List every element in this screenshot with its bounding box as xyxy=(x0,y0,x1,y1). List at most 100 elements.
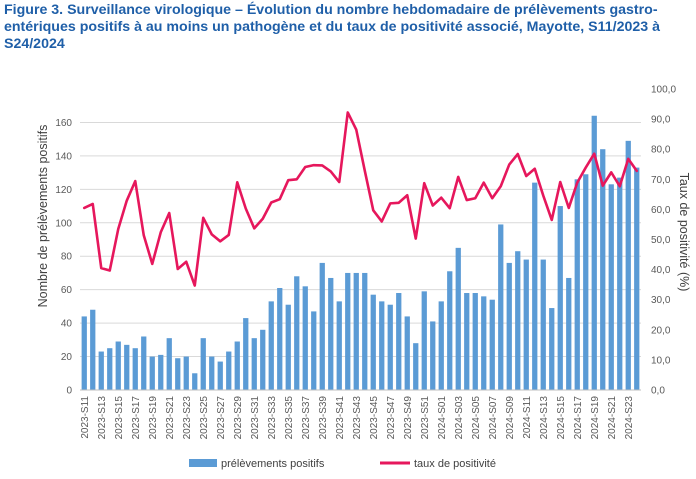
bar xyxy=(200,338,206,390)
bar xyxy=(608,184,614,390)
bar xyxy=(600,149,606,390)
x-tick-label: 2023-S25 xyxy=(199,396,210,440)
x-tick-label: 2023-S23 xyxy=(182,396,193,440)
bar xyxy=(532,182,538,390)
y-tick-label: 20 xyxy=(61,352,73,363)
positivity-line xyxy=(82,111,639,287)
bar xyxy=(540,259,546,390)
y2-tick-label: 80,0 xyxy=(651,145,671,156)
x-tick-label: 2023-S17 xyxy=(131,396,142,440)
x-tick-label: 2024-S11 xyxy=(522,396,533,439)
bar xyxy=(192,373,198,390)
bar xyxy=(124,344,130,390)
bar xyxy=(285,304,291,390)
y2-tick-label: 70,0 xyxy=(651,175,671,186)
bar xyxy=(370,294,376,390)
x-tick-label: 2024-S15 xyxy=(556,396,567,440)
bar xyxy=(583,174,589,390)
y2-axis-title: Taux de positivité (%) xyxy=(677,173,691,292)
bar xyxy=(353,272,359,390)
bar xyxy=(421,291,427,390)
x-tick-label: 2023-S33 xyxy=(267,396,278,440)
bar xyxy=(336,301,342,390)
y2-tick-label: 40,0 xyxy=(651,265,671,276)
bar xyxy=(175,358,181,390)
bar xyxy=(345,272,351,390)
legend-bar-label: prélèvements positifs xyxy=(221,458,325,470)
y-tick-label: 40 xyxy=(61,319,73,330)
x-tick-label: 2023-S43 xyxy=(352,396,363,440)
bar xyxy=(115,341,121,390)
bar xyxy=(634,167,640,390)
bar xyxy=(268,301,274,390)
x-tick-label: 2024-S09 xyxy=(505,396,516,440)
bar xyxy=(260,329,266,390)
line-series xyxy=(82,111,639,287)
bar xyxy=(158,354,164,390)
y2-tick-label: 90,0 xyxy=(651,115,671,126)
bar xyxy=(430,321,436,390)
bar xyxy=(379,301,385,390)
bar xyxy=(328,277,334,390)
bar xyxy=(574,179,580,390)
bar xyxy=(362,272,368,390)
bar xyxy=(481,296,487,390)
bar xyxy=(183,356,189,390)
bar xyxy=(447,271,453,390)
y-axis-ticks: 0 20 40 60 80 100 120 140 160 xyxy=(55,118,72,397)
bar xyxy=(226,351,232,390)
bar xyxy=(387,304,393,390)
chart-title: Figure 3. Surveillance virologique – Évo… xyxy=(4,2,660,52)
x-tick-label: 2023-S47 xyxy=(386,396,397,440)
x-tick-label: 2023-S29 xyxy=(233,396,244,440)
bar xyxy=(243,318,249,390)
x-tick-label: 2024-S01 xyxy=(437,396,448,440)
bar xyxy=(217,361,223,390)
bar xyxy=(234,341,240,390)
y-tick-label: 120 xyxy=(55,185,72,196)
x-tick-label: 2023-S45 xyxy=(369,396,380,440)
bar xyxy=(438,301,444,390)
bar xyxy=(294,276,300,390)
x-tick-label: 2024-S05 xyxy=(471,396,482,440)
bar xyxy=(566,277,572,390)
y2-axis-ticks: 0,0 10,0 20,0 30,0 40,0 50,0 60,0 70,0 80,0 90,0 1… xyxy=(651,85,676,397)
x-tick-label: 2023-S41 xyxy=(335,396,346,440)
bar xyxy=(311,311,317,390)
legend: prélèvements positifs taux de positivité xyxy=(189,458,496,470)
y-tick-label: 60 xyxy=(61,285,73,296)
x-tick-label: 2023-S21 xyxy=(165,396,176,440)
bar xyxy=(166,338,172,390)
bar xyxy=(523,259,529,390)
bar xyxy=(617,177,623,390)
x-tick-label: 2023-S49 xyxy=(403,396,414,440)
y2-tick-label: 10,0 xyxy=(651,355,671,366)
x-tick-label: 2024-S17 xyxy=(573,396,584,440)
y-tick-label: 0 xyxy=(66,386,72,397)
y-tick-label: 100 xyxy=(55,218,72,229)
y-axis-title: Nombre de prélèvements positifs xyxy=(36,125,50,308)
x-tick-label: 2023-S31 xyxy=(250,396,261,440)
x-tick-label: 2024-S19 xyxy=(590,396,601,440)
bar xyxy=(591,115,597,390)
y2-tick-label: 0,0 xyxy=(651,386,665,397)
bar xyxy=(277,287,283,390)
x-tick-label: 2023-S27 xyxy=(216,396,227,440)
bar xyxy=(319,262,325,390)
bar xyxy=(557,206,563,390)
bar-series xyxy=(81,115,640,390)
legend-line-label: taux de positivité xyxy=(414,458,496,470)
bar xyxy=(489,299,495,390)
bar xyxy=(498,224,504,390)
bar xyxy=(404,316,410,390)
bar xyxy=(81,316,87,390)
y2-tick-label: 20,0 xyxy=(651,325,671,336)
y-tick-label: 80 xyxy=(61,252,73,263)
x-tick-label: 2023-S39 xyxy=(318,396,329,440)
bar xyxy=(302,286,308,390)
bar xyxy=(98,351,104,390)
bar xyxy=(132,348,138,390)
x-tick-label: 2023-S37 xyxy=(301,396,312,440)
bar xyxy=(141,336,147,390)
